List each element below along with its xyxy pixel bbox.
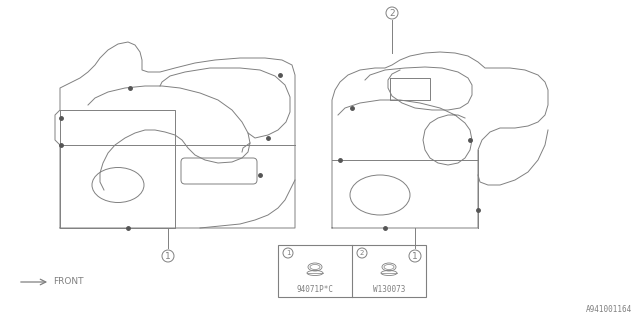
Circle shape [162, 250, 174, 262]
Text: 1: 1 [285, 250, 291, 256]
Text: FRONT: FRONT [53, 277, 83, 286]
Text: 94071P*C: 94071P*C [296, 285, 333, 294]
Circle shape [386, 7, 398, 19]
Circle shape [409, 250, 421, 262]
Bar [278, 245, 426, 297]
Text: 2: 2 [389, 9, 395, 18]
Circle shape [283, 248, 293, 258]
Text: A941001164: A941001164 [586, 305, 632, 314]
Text: 1: 1 [412, 252, 418, 261]
Text: 2: 2 [360, 250, 364, 256]
Circle shape [357, 248, 367, 258]
Text: 1: 1 [165, 252, 171, 261]
Text: W130073: W130073 [373, 285, 405, 294]
